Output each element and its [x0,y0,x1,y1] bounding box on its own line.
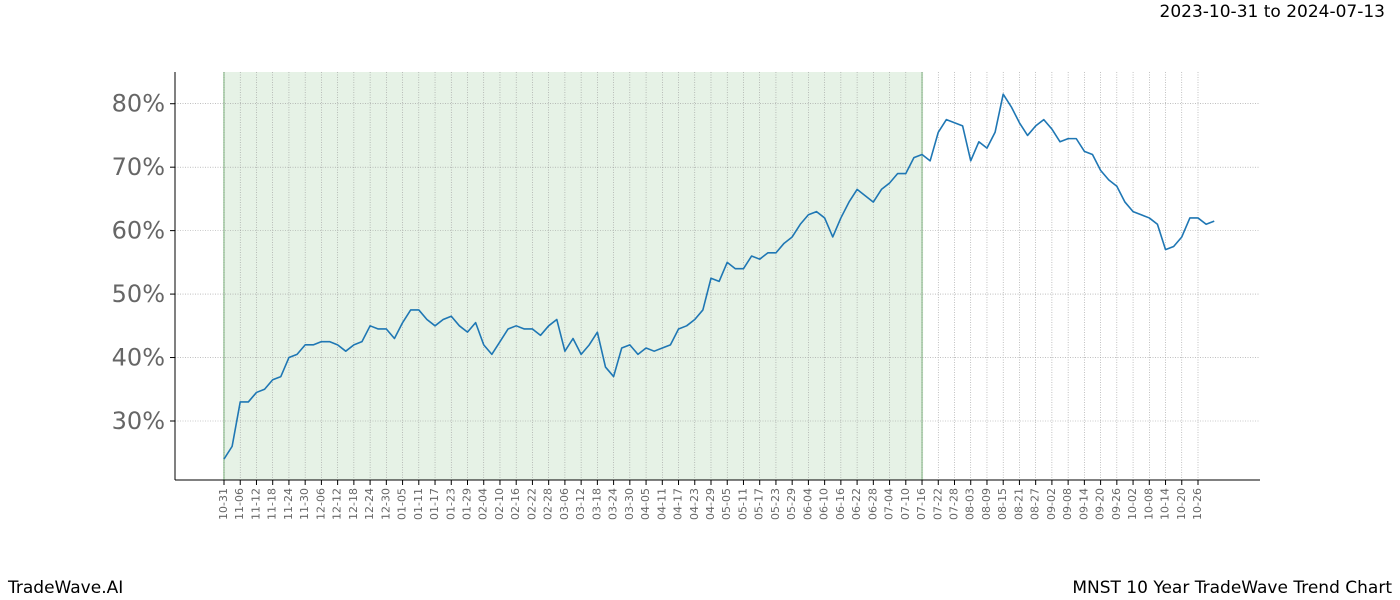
x-tick-label: 11-18 [266,488,279,520]
x-tick-label: 04-29 [704,488,717,520]
x-tick-label: 10-31 [217,488,230,520]
x-tick-label: 10-26 [1191,488,1204,520]
x-tick-label: 01-17 [428,488,441,520]
x-tick-label: 03-18 [590,488,603,520]
x-tick-label: 08-15 [996,488,1009,520]
chart-title: MNST 10 Year TradeWave Trend Chart [1072,578,1392,598]
x-tick-label: 06-10 [818,488,831,520]
x-tick-label: 05-29 [785,488,798,520]
x-tick-label: 11-12 [249,488,262,520]
x-tick-label: 11-06 [233,488,246,520]
x-tick-label: 12-24 [363,488,376,520]
y-tick-label: 40% [112,344,165,372]
x-tick-label: 10-20 [1175,488,1188,520]
y-tick-label: 30% [112,407,165,435]
x-tick-label: 04-17 [672,488,685,520]
plot-area: 30%40%50%60%70%80%10-31 11-06 11-12 11-18 11… [112,72,1260,520]
x-tick-label: 12-12 [331,488,344,520]
x-tick-label: 04-05 [639,488,652,520]
x-tick-label: 09-08 [1061,488,1074,520]
trend-line [223,93,1215,460]
x-tick-label: 07-22 [931,488,944,520]
y-tick-label: 50% [112,280,165,308]
date-range: 2023-10-31 to 2024-07-13 [1160,2,1385,22]
x-tick-label: 08-21 [1012,488,1025,520]
x-tick-label: 08-03 [964,488,977,520]
x-tick-label: 12-30 [379,488,392,520]
x-tick-label: 03-12 [574,488,587,520]
x-tick-label: 06-04 [801,488,814,520]
x-tick-label: 06-22 [850,488,863,520]
x-tick-label: 11-24 [282,488,295,520]
x-tick-label: 04-23 [688,488,701,520]
x-tick-label: 04-11 [655,488,668,520]
x-tick-label: 03-30 [623,488,636,520]
x-tick-label: 06-16 [834,488,847,520]
x-tick-label: 09-26 [1110,488,1123,520]
x-tick-label: 02-04 [477,488,490,520]
highlight-band [224,72,923,480]
x-tick-label: 10-08 [1142,488,1155,520]
y-tick-label: 80% [112,90,165,118]
x-tick-label: 08-27 [1029,488,1042,520]
x-tick-label: 12-18 [347,488,360,520]
x-tick-label: 02-10 [493,488,506,520]
x-tick-label: 01-11 [412,488,425,520]
x-tick-label: 01-29 [461,488,474,520]
x-tick-label: 01-05 [396,488,409,520]
x-tick-label: 02-22 [525,488,538,520]
x-tick-label: 06-28 [866,488,879,520]
x-tick-label: 09-02 [1045,488,1058,520]
y-tick-label: 60% [112,217,165,245]
x-tick-label: 03-06 [558,488,571,520]
x-tick-label: 09-20 [1094,488,1107,520]
x-tick-label: 08-09 [980,488,993,520]
x-tick-label: 03-24 [607,488,620,520]
x-tick-label: 07-10 [899,488,912,520]
x-tick-label: 10-14 [1159,488,1172,520]
y-tick-label: 70% [112,153,165,181]
x-tick-label: 10-02 [1126,488,1139,520]
x-tick-label: 07-16 [915,488,928,520]
x-tick-label: 05-23 [769,488,782,520]
x-tick-label: 01-23 [444,488,457,520]
x-tick-label: 05-05 [720,488,733,520]
x-tick-label: 11-30 [298,488,311,520]
x-tick-label: 02-28 [542,488,555,520]
x-tick-label: 09-14 [1077,488,1090,520]
x-tick-label: 02-16 [509,488,522,520]
x-tick-label: 05-17 [753,488,766,520]
brand: TradeWave.AI [7,578,123,598]
x-tick-label: 07-04 [883,488,896,520]
x-tick-label: 12-06 [314,488,327,520]
x-tick-label: 07-28 [948,488,961,520]
x-tick-label: 05-11 [736,488,749,520]
